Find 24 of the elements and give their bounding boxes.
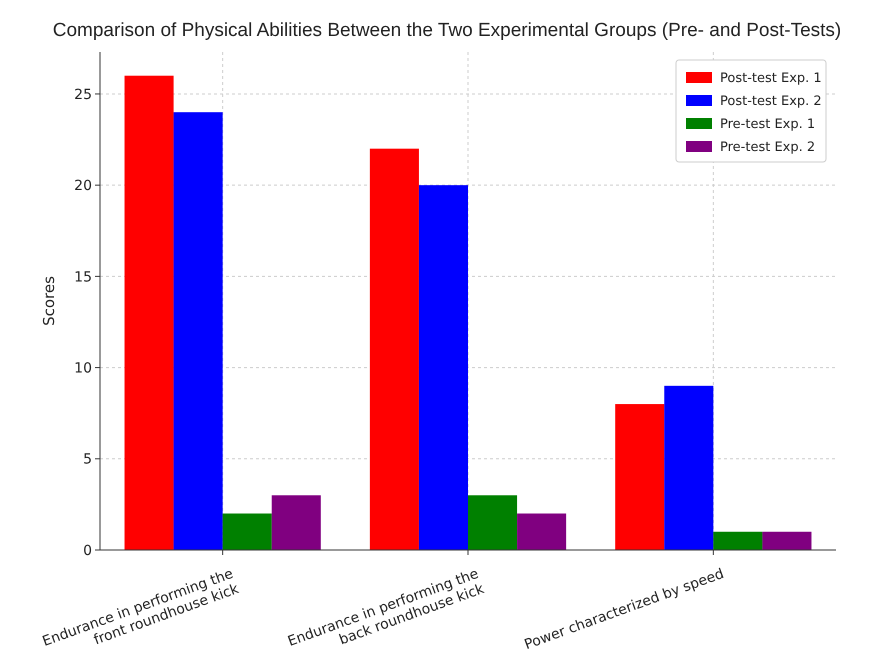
y-tick-label: 20	[74, 178, 92, 194]
legend-label: Pre-test Exp. 1	[720, 117, 816, 132]
y-tick-label: 15	[74, 269, 92, 286]
bar	[762, 532, 812, 550]
y-tick-label: 0	[83, 542, 92, 559]
bar	[272, 495, 321, 550]
chart-title: Comparison of Physical Abilities Between the Two Experimental Groups (Pre- and Post-Tests)	[52, 20, 842, 41]
legend-label: Post-test Exp. 1	[720, 71, 822, 86]
bar	[174, 112, 223, 550]
bar	[713, 532, 762, 550]
legend-label: Post-test Exp. 2	[720, 94, 822, 109]
bar	[124, 76, 174, 550]
bar	[370, 148, 419, 550]
bar	[418, 185, 468, 550]
bar	[222, 514, 272, 550]
bar	[615, 404, 664, 550]
legend-label: Pre-test Exp. 2	[720, 140, 816, 155]
y-tick-label: 10	[74, 360, 92, 376]
y-tick-label: 25	[74, 86, 92, 103]
y-axis-title: Scores	[40, 276, 58, 326]
y-tick-label: 5	[83, 452, 92, 468]
bar	[468, 495, 518, 550]
bar	[664, 386, 714, 550]
bar	[517, 514, 566, 550]
